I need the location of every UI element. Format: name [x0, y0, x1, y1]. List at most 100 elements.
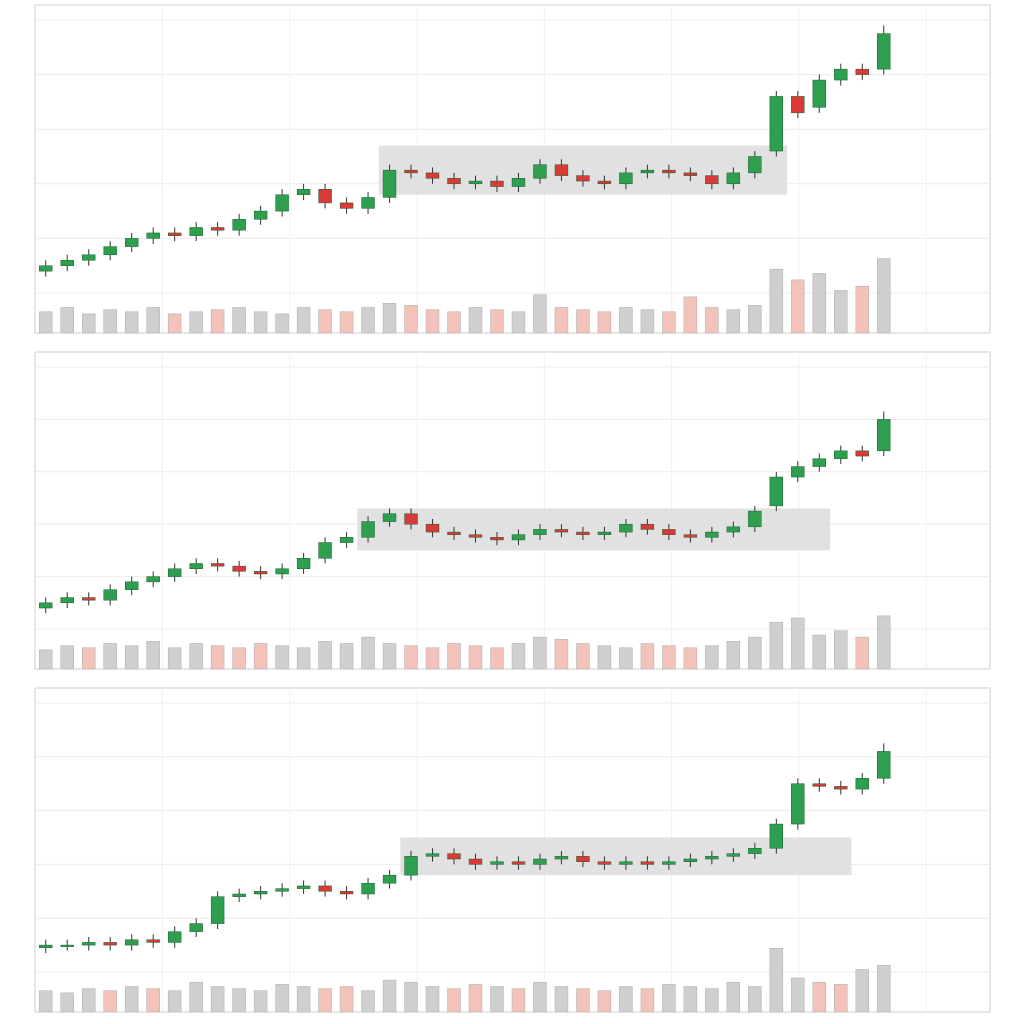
volume-bar [812, 981, 827, 1013]
candle-body [447, 531, 461, 535]
candle-body [597, 861, 612, 865]
volume-bar [662, 311, 676, 334]
volume-bar [855, 285, 870, 334]
volume-bar [167, 313, 182, 334]
volume-bar [275, 313, 289, 334]
candle-body [189, 563, 203, 569]
candle-body [769, 476, 784, 507]
volume-bar [533, 636, 547, 670]
candle-body [597, 531, 612, 535]
volume-bar [60, 645, 74, 670]
volume-bar [60, 992, 74, 1013]
volume-bar [103, 990, 117, 1013]
candle-body [339, 537, 354, 543]
candle-body [296, 189, 311, 195]
candle-body [490, 180, 504, 187]
candle-body [683, 858, 698, 862]
candle-body [124, 581, 139, 590]
candle-body [210, 227, 225, 231]
candle-body [490, 861, 504, 865]
candle-body [812, 458, 826, 467]
volume-bar [554, 307, 569, 334]
candle-body [339, 202, 354, 209]
candle-body [232, 219, 246, 231]
volume-bar [275, 645, 289, 670]
volume-bar [511, 311, 526, 334]
candle-body [791, 96, 805, 114]
volume-bar [511, 643, 526, 670]
volume-bar [640, 643, 655, 670]
candle-body [167, 232, 182, 236]
volume-bar [705, 307, 719, 334]
volume-bar [339, 643, 354, 670]
volume-bar [103, 309, 117, 334]
volume-bar [683, 296, 698, 334]
volume-bar [726, 981, 741, 1013]
candle-body [748, 156, 762, 174]
volume-bar [597, 645, 612, 670]
candle-body [468, 534, 483, 538]
volume-bar [38, 311, 53, 334]
volume-bar [146, 641, 160, 670]
volume-bar [640, 988, 655, 1013]
volume-bar [662, 645, 676, 670]
candle-body [683, 534, 698, 538]
volume-bar [855, 969, 870, 1013]
volume-bar [748, 305, 762, 334]
candle-body [425, 853, 440, 857]
candle-body [318, 885, 332, 892]
candle-body [318, 189, 332, 204]
volume-bar [60, 307, 74, 334]
candle-body [60, 944, 74, 947]
volume-bar [38, 649, 53, 670]
candle-body [855, 778, 869, 790]
candle-body [855, 450, 869, 457]
candle-body [554, 164, 569, 176]
candle-body [382, 513, 397, 522]
volume-bar [124, 311, 139, 334]
candle-body [253, 210, 268, 220]
candle-body [253, 571, 268, 575]
candle-body [597, 180, 612, 185]
volume-bar [662, 984, 676, 1013]
candle-body [167, 931, 182, 943]
candle-body [232, 893, 246, 897]
volume-bar [576, 643, 590, 670]
volume-bar [189, 311, 203, 334]
volume-bar [468, 307, 483, 334]
candle-body [103, 589, 117, 601]
volume-bar [683, 647, 698, 670]
candle-body [210, 563, 225, 567]
volume-bar [726, 309, 741, 334]
candle-body [82, 942, 96, 946]
candle-body [468, 858, 483, 865]
candle-body [60, 259, 74, 266]
candle-body [726, 853, 741, 857]
candle-body [554, 856, 569, 860]
volume-bar [812, 634, 827, 670]
volume-bar [232, 307, 246, 334]
candle-body [554, 529, 569, 533]
candle-body [683, 172, 698, 176]
volume-bar [533, 294, 547, 334]
candle-body [468, 180, 483, 185]
volume-bar [253, 311, 268, 334]
volume-bar [81, 988, 96, 1013]
candle-body [834, 68, 848, 81]
volume-bar [404, 305, 418, 334]
volume-bar [769, 947, 784, 1013]
volume-bar [382, 979, 397, 1013]
volume-bar [705, 988, 719, 1013]
volume-bar [619, 307, 633, 334]
volume-bar [812, 273, 827, 334]
candle-body [232, 565, 246, 572]
volume-bar [597, 990, 612, 1013]
volume-bar [533, 981, 547, 1013]
candle-body [640, 523, 655, 530]
volume-bar [791, 977, 805, 1013]
candle-body [447, 178, 461, 185]
volume-bar [490, 647, 504, 670]
volume-bar [339, 986, 354, 1013]
candle-body [167, 568, 182, 577]
